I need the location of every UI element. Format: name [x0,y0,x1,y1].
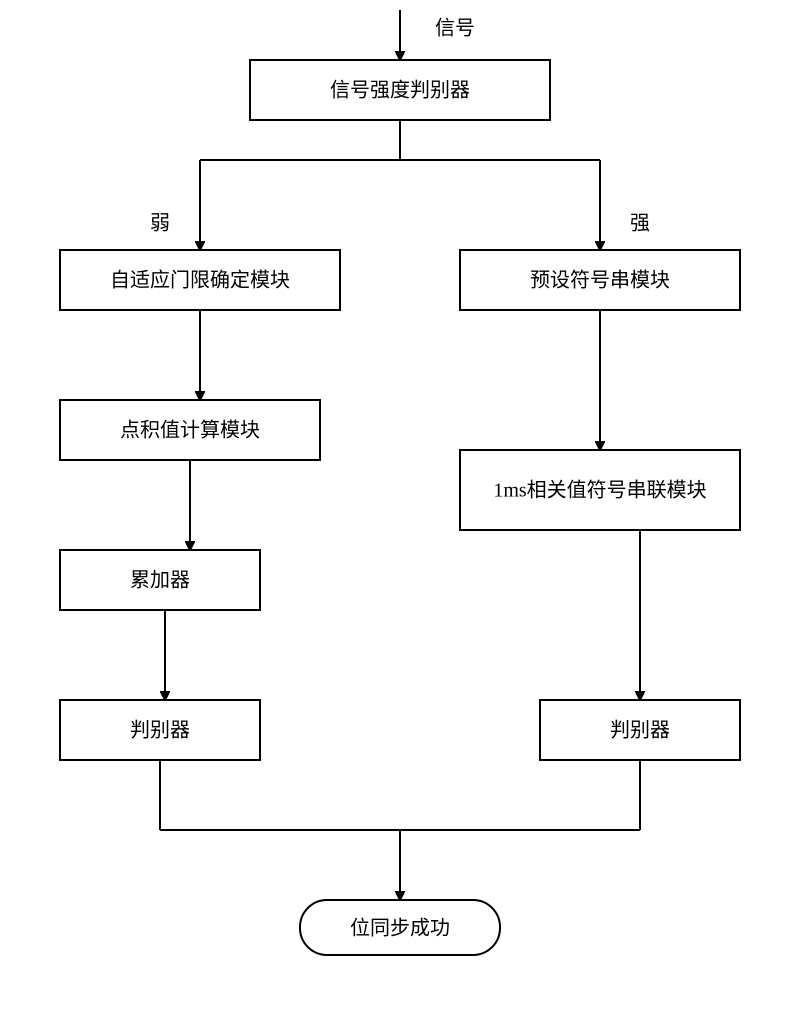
left-box-0-text: 自适应门限确定模块 [110,269,290,292]
left-box-3-text: 判别器 [130,719,190,742]
right-box-0-text: 预设符号串模块 [530,269,670,292]
branch-left-label: 弱 [150,213,170,235]
right-box-2-text: 判别器 [610,719,670,742]
left-box-2-text: 累加器 [130,569,190,592]
left-box-1-text: 点积值计算模块 [120,419,260,442]
input-label: 信号 [435,17,475,40]
branch-right-label: 强 [630,213,650,235]
terminal-text: 位同步成功 [350,917,450,940]
top-box-text: 信号强度判别器 [330,79,470,102]
right-box-1-text: 1ms相关值符号串联模块 [493,479,706,502]
